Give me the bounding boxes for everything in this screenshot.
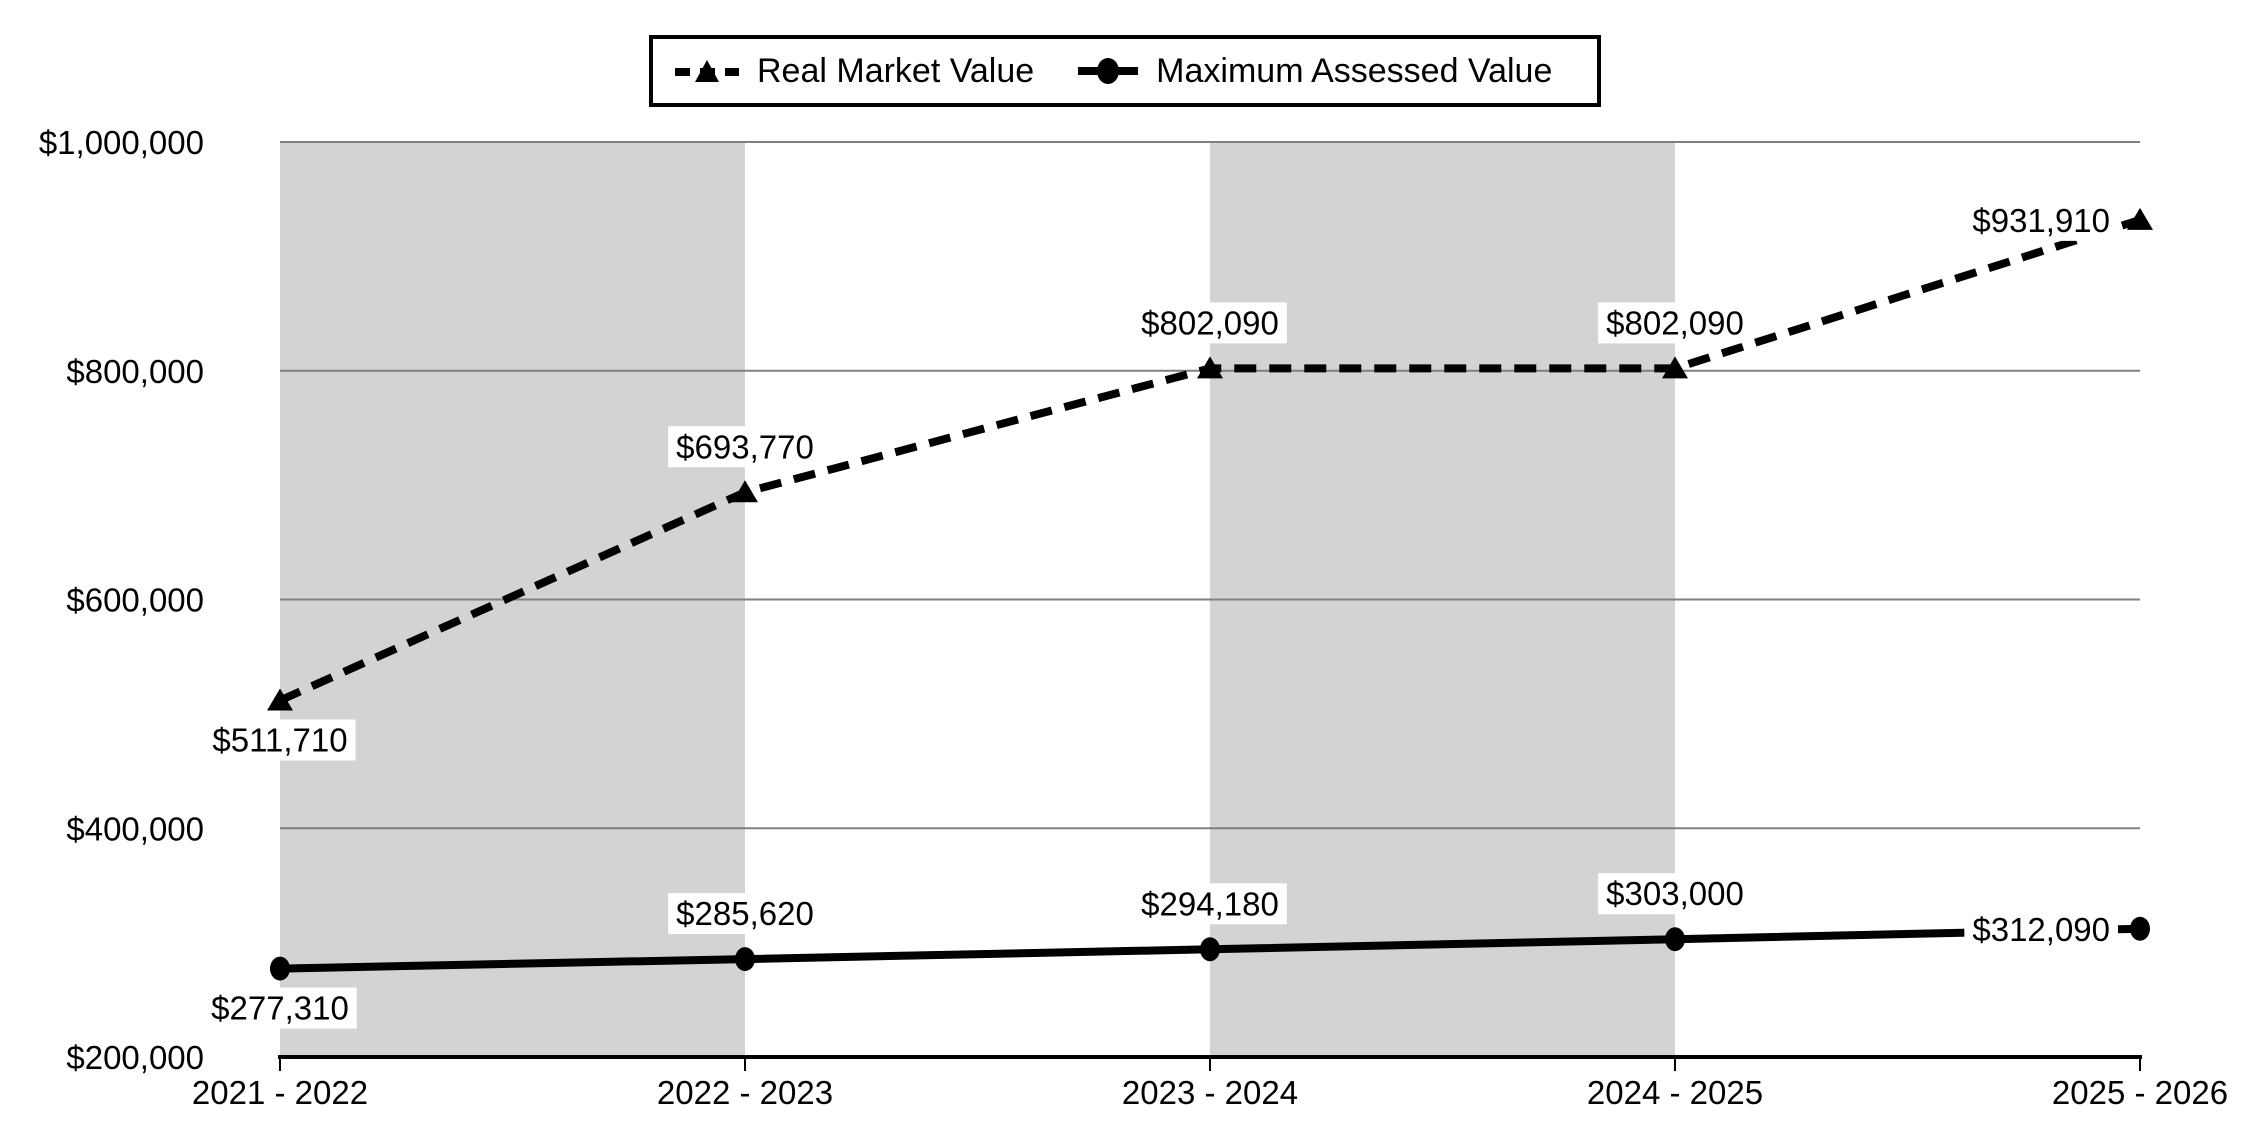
maximum-assessed-value-data-label: $312,090 [1964,908,2118,950]
real-market-value-data-label: $802,090 [1133,302,1287,344]
data-label-text: $802,090 [1606,304,1744,341]
data-label-text: $931,910 [1972,202,2110,239]
real-market-value-data-label: $511,710 [204,719,356,761]
real-market-value-marker [1662,356,1688,379]
real-market-value-data-label: $931,910 [1964,199,2118,241]
real-market-value-marker [732,480,758,503]
data-label-text: $693,770 [676,428,814,465]
legend-solid-circle-icon [1078,58,1139,84]
legend-label-real-market-value: Real Market Value [757,51,1035,90]
data-label-background [668,893,822,935]
maximum-assessed-value-marker [270,956,290,981]
data-label-text: $277,310 [211,990,349,1027]
maximum-assessed-value-data-label: $303,000 [1598,873,1752,915]
data-label-background [1598,873,1752,915]
data-label-background [1133,302,1287,344]
data-label-text: $285,620 [676,895,814,932]
real-market-value-marker [267,688,293,711]
data-label-background [1964,199,2118,241]
data-label-text: $303,000 [1606,875,1744,912]
y-axis-label: $200,000 [66,1039,204,1076]
data-label-background [1133,883,1287,925]
real-market-value-marker [2127,207,2153,230]
y-axis-label: $400,000 [66,810,204,847]
chart-legend: Real Market Value Maximum Assessed Value [649,35,1601,107]
real-market-value-marker [1197,356,1223,379]
data-label-background [1964,908,2118,950]
maximum-assessed-value-marker [1200,937,1220,962]
real-market-value-data-label: $802,090 [1598,302,1752,344]
maximum-assessed-value-marker [735,947,755,972]
x-axis-label: 2021 - 2022 [192,1074,368,1111]
data-label-text: $294,180 [1141,885,1279,922]
maximum-assessed-value-data-label: $294,180 [1133,883,1287,925]
data-label-background [1598,302,1752,344]
data-label-text: $312,090 [1972,911,2110,948]
legend-label-maximum-assessed-value: Maximum Assessed Value [1156,51,1553,90]
legend-item-maximum-assessed-value: Maximum Assessed Value [1078,52,1552,91]
y-axis-label: $800,000 [66,353,204,390]
y-axis-label: $1,000,000 [39,124,204,161]
maximum-assessed-value-data-label: $285,620 [668,893,822,935]
x-axis-label: 2023 - 2024 [1122,1074,1298,1111]
y-axis-label: $600,000 [66,582,204,619]
data-label-text: $802,090 [1141,304,1279,341]
legend-item-real-market-value: Real Market Value [675,52,1034,91]
data-label-text: $511,710 [212,721,347,758]
x-axis-label: 2025 - 2026 [2052,1074,2228,1111]
maximum-assessed-value-marker [2130,916,2150,941]
x-axis-label: 2022 - 2023 [657,1074,833,1111]
maximum-assessed-value-marker [1665,927,1685,952]
real-market-value-data-label: $693,770 [668,426,822,468]
data-label-background [668,426,822,468]
data-label-background [204,719,356,761]
data-label-background [203,987,357,1029]
x-axis-label: 2024 - 2025 [1587,1074,1763,1111]
legend-dashed-triangle-icon [675,60,739,82]
maximum-assessed-value-data-label: $277,310 [203,987,357,1029]
